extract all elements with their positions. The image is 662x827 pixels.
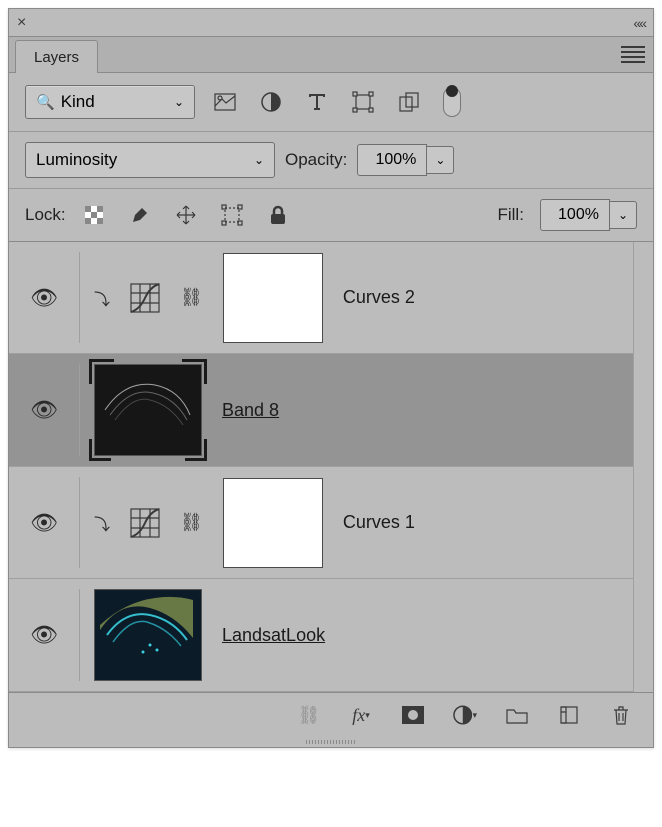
tab-layers[interactable]: Layers	[15, 40, 98, 73]
visibility-icon[interactable]: 👁	[30, 285, 58, 311]
lock-icons	[82, 203, 290, 227]
link-layers-icon[interactable]: ⛓	[297, 703, 321, 727]
layer-thumbnail[interactable]	[94, 364, 202, 456]
layer-mask[interactable]	[223, 478, 323, 568]
layer-row[interactable]: 👁 Band 8	[9, 354, 633, 467]
fill-label: Fill:	[497, 205, 523, 225]
filter-toggle[interactable]	[443, 87, 461, 117]
fx-icon[interactable]: fx▾	[349, 703, 373, 727]
curves-adjustment-icon	[130, 508, 160, 538]
new-group-icon[interactable]	[505, 703, 529, 727]
blend-row: Luminosity ⌄ Opacity: 100% ⌄	[9, 132, 653, 189]
blend-mode-select[interactable]: Luminosity ⌄	[25, 142, 275, 178]
chevron-down-icon: ⌄	[174, 95, 184, 109]
chevron-down-icon[interactable]: ⌄	[610, 201, 637, 229]
panel-menu-icon[interactable]	[621, 42, 645, 67]
layers-panel: × «« Layers 🔍 Kind ⌄ Luminosity ⌄ Opacit…	[8, 8, 654, 748]
layer-name[interactable]: Band 8	[222, 400, 279, 421]
chevron-down-icon[interactable]: ⌄	[427, 146, 454, 174]
add-mask-icon[interactable]	[401, 703, 425, 727]
new-layer-icon[interactable]	[557, 703, 581, 727]
layer-row[interactable]: 👁 LandsatLook	[9, 579, 633, 692]
visibility-icon[interactable]: 👁	[30, 622, 58, 648]
titlebar: × ««	[9, 9, 653, 37]
fill-input[interactable]: 100% ⌄	[540, 199, 637, 231]
search-icon: 🔍	[36, 93, 55, 111]
scroll-gutter	[633, 242, 653, 692]
visibility-icon[interactable]: 👁	[30, 397, 58, 423]
lock-artboard-icon[interactable]	[220, 203, 244, 227]
lock-row: Lock: Fill: 100% ⌄	[9, 189, 653, 242]
lock-label: Lock:	[25, 205, 66, 225]
tab-row: Layers	[9, 37, 653, 73]
layer-row[interactable]: 👁 ⤵ ⛓ Curves 2	[9, 242, 633, 354]
filter-row: 🔍 Kind ⌄	[9, 73, 653, 132]
lock-transparency-icon[interactable]	[82, 203, 106, 227]
resize-handle[interactable]	[9, 737, 653, 747]
filter-type-icon[interactable]	[305, 90, 329, 114]
delete-layer-icon[interactable]	[609, 703, 633, 727]
link-icon[interactable]: ⛓	[180, 512, 203, 533]
curves-adjustment-icon	[130, 283, 160, 313]
filter-shape-icon[interactable]	[351, 90, 375, 114]
layers-list: 👁 ⤵ ⛓ Curves 2 👁 Band 8 👁	[9, 242, 633, 692]
layer-row[interactable]: 👁 ⤵ ⛓ Curves 1	[9, 467, 633, 579]
opacity-label: Opacity:	[285, 150, 347, 170]
new-adjustment-icon[interactable]: ▾	[453, 703, 477, 727]
filter-smartobject-icon[interactable]	[397, 90, 421, 114]
layer-name[interactable]: LandsatLook	[222, 625, 325, 646]
link-icon[interactable]: ⛓	[180, 287, 203, 308]
layer-mask[interactable]	[223, 253, 323, 343]
layer-name[interactable]: Curves 2	[343, 287, 415, 308]
visibility-icon[interactable]: 👁	[30, 510, 58, 536]
clip-down-icon: ⤵	[94, 286, 110, 310]
close-icon[interactable]: ×	[17, 14, 26, 32]
lock-pixels-icon[interactable]	[128, 203, 152, 227]
filter-kind-select[interactable]: 🔍 Kind ⌄	[25, 85, 195, 119]
lock-all-icon[interactable]	[266, 203, 290, 227]
blend-mode-value: Luminosity	[36, 150, 117, 170]
chevron-down-icon: ⌄	[254, 153, 264, 167]
filter-pixel-icon[interactable]	[213, 90, 237, 114]
footer: ⛓ fx▾ ▾	[9, 692, 653, 737]
lock-position-icon[interactable]	[174, 203, 198, 227]
collapse-icon[interactable]: ««	[633, 15, 645, 31]
filter-kind-label: Kind	[61, 92, 95, 112]
layer-name[interactable]: Curves 1	[343, 512, 415, 533]
layer-thumbnail[interactable]	[94, 589, 202, 681]
clip-down-icon: ⤵	[94, 511, 110, 535]
opacity-value[interactable]: 100%	[357, 144, 427, 176]
fill-value[interactable]: 100%	[540, 199, 610, 231]
filter-icons	[213, 87, 461, 117]
opacity-input[interactable]: 100% ⌄	[357, 144, 454, 176]
filter-adjustment-icon[interactable]	[259, 90, 283, 114]
